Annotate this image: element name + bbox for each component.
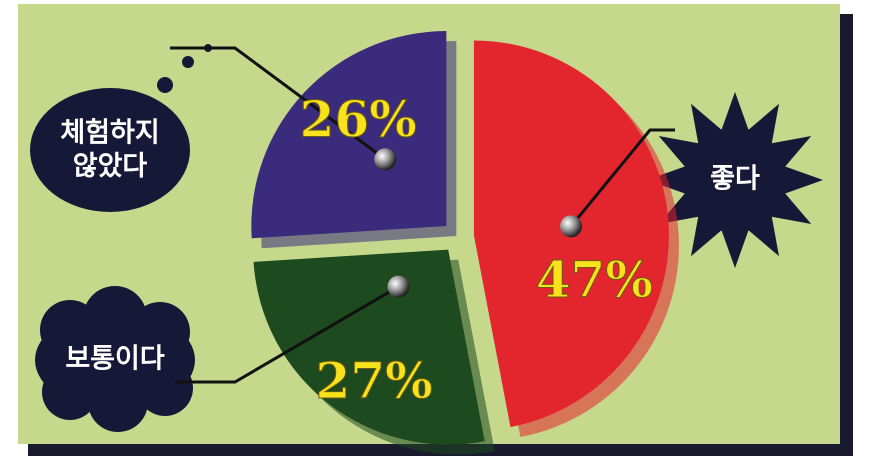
value-label: 26% — [300, 89, 417, 148]
category-label: 체험하지 않았다 — [60, 117, 159, 182]
value-label: 27% — [316, 351, 433, 410]
category-label: 보통이다 — [65, 344, 165, 375]
leader-line — [175, 285, 400, 384]
leader-line — [569, 128, 675, 228]
marker-ball — [559, 215, 582, 238]
category-label: 좋다 — [710, 164, 760, 195]
marker-ball — [387, 275, 410, 298]
slice — [253, 249, 485, 445]
marker-ball — [374, 148, 397, 171]
leader-line — [170, 46, 387, 161]
callouts — [30, 44, 823, 432]
value-label: 47% — [536, 250, 653, 309]
cloud-badge — [35, 286, 195, 432]
thought-badge — [30, 44, 212, 212]
slice — [251, 31, 447, 239]
star-badge — [647, 92, 823, 268]
